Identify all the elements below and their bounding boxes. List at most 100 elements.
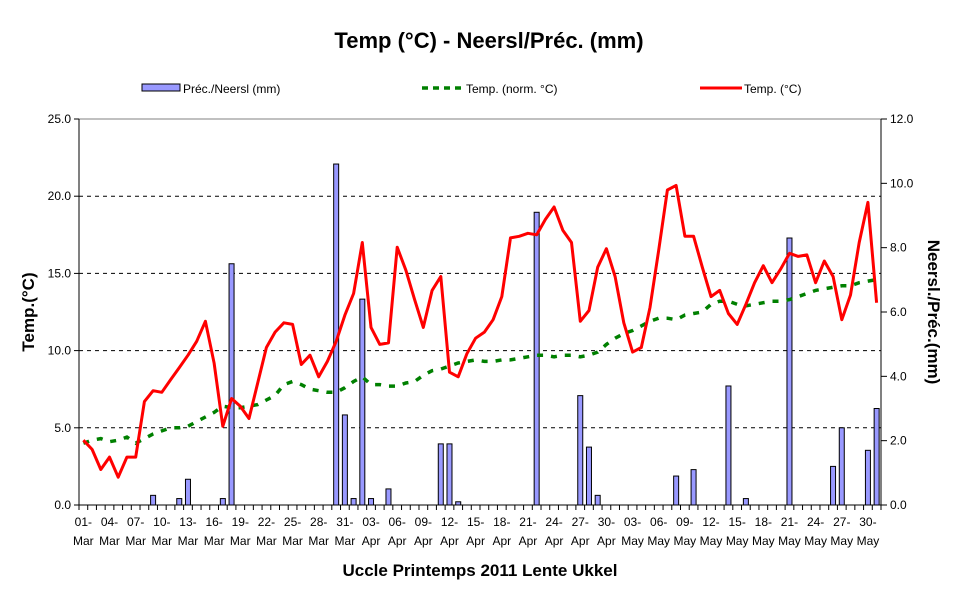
x-tick-label-day: 30-: [598, 515, 615, 529]
x-tick-label-day: 30-: [859, 515, 876, 529]
precip-bar: [594, 494, 601, 506]
x-axis-label: Uccle Printemps 2011 Lente Ukkel: [343, 561, 618, 580]
x-tick-label-month: Apr: [414, 534, 433, 548]
x-tick-label-month: May: [726, 534, 749, 548]
precip-bar: [385, 488, 392, 506]
x-tick-label-day: 28-: [310, 515, 327, 529]
x-tick-label-month: Mar: [125, 534, 146, 548]
x-tick-label-month: Mar: [178, 534, 199, 548]
x-tick-label-month: Apr: [519, 534, 538, 548]
x-tick-label-day: 12-: [702, 515, 719, 529]
x-tick-label-day: 03-: [362, 515, 379, 529]
x-tick-label-month: May: [778, 534, 801, 548]
x-tick-label-day: 09-: [676, 515, 693, 529]
x-tick-label-day: 18-: [755, 515, 772, 529]
x-tick-label-month: Mar: [73, 534, 94, 548]
legend-label-precip: Préc./Neersl (mm): [183, 82, 280, 96]
x-tick-label-day: 04-: [101, 515, 118, 529]
chart-title: Temp (°C) - Neersl/Préc. (mm): [334, 28, 643, 53]
y-right-tick-label: 6.0: [890, 305, 907, 319]
temp-line: [82, 183, 879, 479]
x-tick-label-month: Apr: [362, 534, 381, 548]
x-ticks: 01- Mar 04- Mar 07- Mar 10- Mar 13- Mar 16- Mar 19- M…: [73, 505, 882, 548]
legend-label-temp: Temp. (°C): [744, 82, 801, 96]
x-tick-label-month: Mar: [230, 534, 251, 548]
x-tick-label-day: 03-: [624, 515, 641, 529]
precip-bar: [742, 498, 749, 506]
precip-bar: [873, 408, 880, 506]
x-tick-label-day: 06-: [389, 515, 406, 529]
x-tick-label-day: 24-: [807, 515, 824, 529]
x-tick-label-month: May: [621, 534, 644, 548]
x-tick-label-day: 18-: [493, 515, 510, 529]
y-right-tick-label: 2.0: [890, 434, 907, 448]
precip-bar: [838, 427, 845, 506]
precip-bar: [864, 449, 871, 506]
x-tick-label-day: 07-: [127, 515, 144, 529]
x-tick-label-day: 27-: [572, 515, 589, 529]
x-tick-label-day: 15-: [467, 515, 484, 529]
x-tick-label-month: May: [752, 534, 775, 548]
precip-bar: [228, 263, 235, 506]
precip-bar: [368, 498, 375, 506]
x-tick-label-month: Mar: [99, 534, 120, 548]
precip-bars: [150, 163, 880, 506]
legend: Préc./Neersl (mm) Temp. (norm. °C) Temp.…: [141, 82, 801, 96]
x-tick-label-day: 22-: [258, 515, 275, 529]
x-tick-label-month: Mar: [204, 534, 225, 548]
y-left-tick-label: 5.0: [54, 421, 71, 435]
precip-bar: [446, 443, 453, 506]
precip-bar: [359, 298, 366, 506]
x-tick-label-day: 01-: [75, 515, 92, 529]
y-left-tick-label: 20.0: [48, 189, 72, 203]
x-tick-label-month: Apr: [597, 534, 616, 548]
precip-bar: [150, 494, 157, 506]
y-left-tick-label: 25.0: [48, 112, 72, 126]
y-left-tick-label: 10.0: [48, 344, 72, 358]
precip-bar: [350, 498, 357, 506]
x-tick-label-day: 19-: [232, 515, 249, 529]
x-tick-label-month: Apr: [440, 534, 459, 548]
x-tick-label-day: 16-: [205, 515, 222, 529]
x-tick-label-day: 27-: [833, 515, 850, 529]
y-right-ticks: 0.0 2.0 4.0 6.0 8.0 10.0 12.0: [881, 112, 914, 512]
legend-swatch-precip: [141, 83, 181, 92]
y-right-tick-label: 8.0: [890, 241, 907, 255]
x-tick-label-month: Apr: [492, 534, 511, 548]
y-right-tick-label: 12.0: [890, 112, 914, 126]
x-tick-label-month: Mar: [335, 534, 356, 548]
y-right-label: Neersl./Préc.(mm): [924, 240, 943, 385]
x-tick-label-day: 21-: [781, 515, 798, 529]
normal-temp-line: [82, 277, 877, 446]
y-left-label: Temp.(°C): [19, 272, 38, 351]
x-tick-label-day: 25-: [284, 515, 301, 529]
x-tick-label-month: Apr: [571, 534, 590, 548]
x-tick-label-day: 09-: [415, 515, 432, 529]
x-tick-label-day: 12-: [441, 515, 458, 529]
gridlines: [79, 118, 881, 429]
x-tick-label-month: May: [647, 534, 670, 548]
x-tick-label-month: May: [804, 534, 827, 548]
precip-bar: [341, 414, 348, 506]
precip-bar: [585, 446, 592, 506]
x-tick-label-month: May: [830, 534, 853, 548]
x-tick-label-month: Apr: [388, 534, 407, 548]
precip-bar: [577, 395, 584, 506]
x-tick-label-day: 15-: [728, 515, 745, 529]
x-tick-label-day: 10-: [153, 515, 170, 529]
precip-bar: [786, 237, 793, 506]
x-tick-label-day: 13-: [179, 515, 196, 529]
x-tick-label-month: Apr: [545, 534, 564, 548]
y-left-tick-label: 0.0: [54, 498, 71, 512]
precip-bar: [533, 211, 540, 506]
precip-bar: [690, 469, 697, 506]
axes: [78, 119, 882, 506]
y-right-tick-label: 4.0: [890, 369, 907, 383]
y-right-tick-label: 10.0: [890, 176, 914, 190]
x-tick-label-month: Apr: [466, 534, 485, 548]
x-tick-label-month: May: [700, 534, 723, 548]
x-tick-label-day: 06-: [650, 515, 667, 529]
x-tick-label-day: 21-: [519, 515, 536, 529]
temp-lines: [82, 183, 879, 479]
